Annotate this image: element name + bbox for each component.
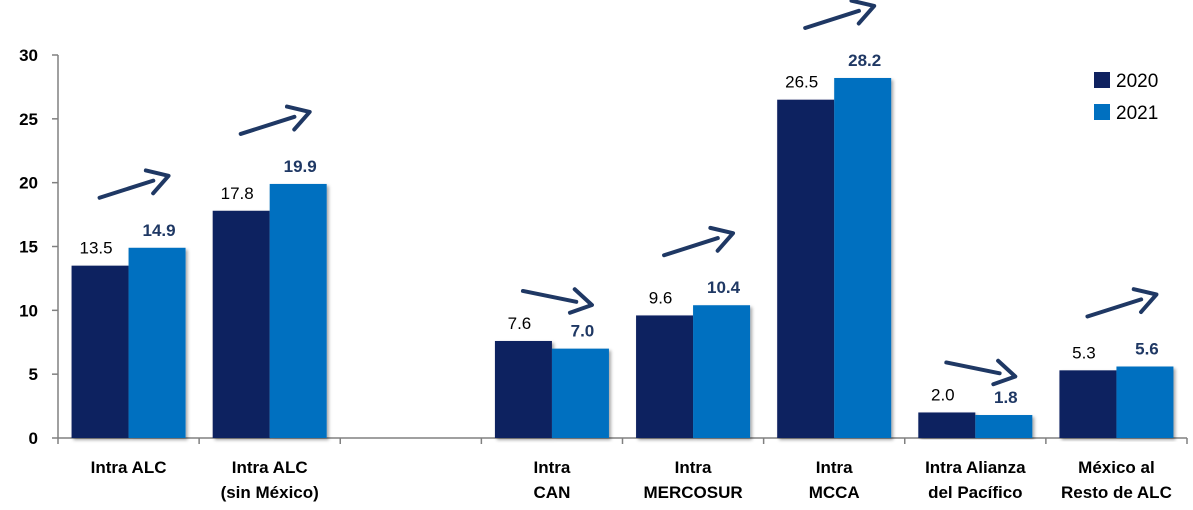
bar-2021 — [834, 77, 892, 438]
bar-2021 — [975, 415, 1033, 438]
data-label-2021: 5.6 — [1135, 340, 1159, 359]
legend: 2020 2021 — [1094, 71, 1158, 124]
trend-arrow-down — [520, 288, 579, 304]
bar-2021 — [128, 247, 186, 438]
data-label-2021: 10.4 — [707, 278, 741, 297]
trend-arrow-head — [1131, 287, 1159, 315]
trend-arrow-head — [991, 358, 1018, 387]
trend-arrow-up — [97, 178, 156, 200]
bar-2021 — [1116, 366, 1174, 438]
data-label-2021: 28.2 — [848, 51, 881, 70]
y-tick-label: 30 — [19, 46, 38, 65]
trend-arrow-up — [803, 8, 861, 30]
bar-2020 — [71, 265, 129, 438]
data-label-2021: 7.0 — [571, 322, 595, 341]
legend-swatch-2020 — [1094, 72, 1110, 88]
trend-arrow-head — [708, 225, 736, 253]
bar-2021 — [693, 305, 751, 438]
legend-label-2021: 2021 — [1116, 103, 1158, 124]
bar-2021 — [551, 348, 609, 438]
category-label: Intra — [675, 458, 712, 477]
bar-2020 — [1059, 370, 1117, 438]
y-tick-label: 5 — [29, 365, 38, 384]
bar-2020 — [636, 315, 694, 438]
category-label: Intra — [534, 458, 571, 477]
category-label: Intra ALC — [232, 458, 308, 477]
category-label: Intra Alianza — [925, 458, 1026, 477]
data-label-2021: 1.8 — [994, 388, 1018, 407]
data-label-2020: 5.3 — [1072, 343, 1096, 362]
y-tick-label: 20 — [19, 174, 38, 193]
category-label: Intra — [816, 458, 853, 477]
category-label: del Pacífico — [928, 483, 1022, 502]
bar-2020 — [494, 340, 552, 438]
bar-2021 — [269, 183, 327, 438]
trend-arrow-up — [662, 236, 720, 258]
category-label: CAN — [534, 483, 571, 502]
trend-arrow-up — [238, 114, 297, 136]
trend-arrow-head — [567, 287, 594, 315]
category-label: México al — [1078, 458, 1155, 477]
bar-2020 — [918, 412, 976, 438]
trend-arrows — [97, 0, 1159, 387]
category-label: MERCOSUR — [643, 483, 742, 502]
y-tick-label: 0 — [29, 429, 38, 448]
data-label-2020: 9.6 — [649, 288, 673, 307]
bars — [71, 77, 1174, 438]
y-tick-label: 15 — [19, 238, 38, 257]
category-label: MCCA — [809, 483, 860, 502]
trend-arrow-down — [944, 360, 1002, 376]
category-label: (sin México) — [221, 483, 319, 502]
data-label-2020: 7.6 — [508, 314, 532, 333]
data-label-2020: 26.5 — [785, 73, 818, 92]
bar-2020 — [212, 210, 270, 438]
trend-arrow-up — [1085, 297, 1144, 319]
legend-label-2020: 2020 — [1116, 71, 1158, 92]
bar-2020 — [777, 99, 835, 438]
data-label-2020: 17.8 — [221, 184, 254, 203]
trend-arrow-head — [284, 104, 312, 132]
data-label-2020: 2.0 — [931, 385, 955, 404]
legend-swatch-2021 — [1094, 104, 1110, 120]
y-tick-label: 10 — [19, 301, 38, 320]
trend-arrow-head — [143, 168, 171, 196]
trend-arrow-head — [849, 0, 877, 26]
axes: 0 5 10 15 20 25 30 Intra ALC Intra ALC (sin Méxic… — [19, 46, 1188, 502]
data-labels: 13.5 14.9 17.8 19.9 7.6 7.0 9.6 10.4 26.5 28.2 2.0… — [80, 51, 1159, 407]
category-label: Resto de ALC — [1061, 483, 1172, 502]
data-label-2021: 19.9 — [284, 157, 317, 176]
data-label-2021: 14.9 — [143, 221, 176, 240]
category-label: Intra ALC — [91, 458, 167, 477]
y-tick-label: 25 — [19, 110, 38, 129]
data-label-2020: 13.5 — [80, 239, 113, 258]
